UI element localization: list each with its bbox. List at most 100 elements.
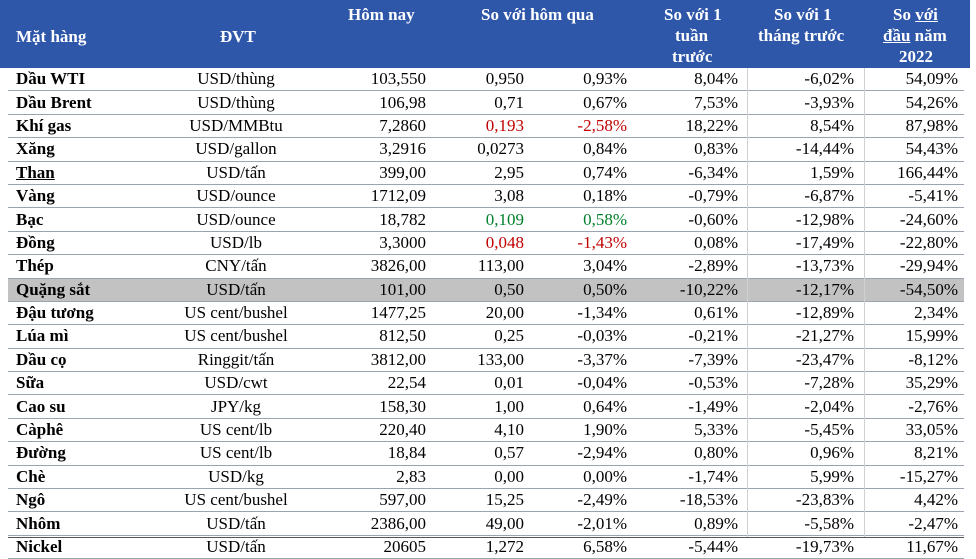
header-today: Hôm nay [348, 5, 415, 24]
unit-cell: US cent/bushel [184, 303, 288, 323]
ytd-change-cell: 15,99% [905, 326, 958, 346]
table-row: Lúa mì US cent/bushel 812,50 0,25 -0,03% -0,2… [8, 325, 964, 349]
change-percent-cell: 0,84% [583, 139, 627, 159]
unit-cell: USD/thùng [197, 92, 275, 112]
today-price-cell: 2386,00 [370, 513, 426, 533]
table-row: Quặng sắt USD/tấn 101,00 0,50 0,50% -10,22% -1… [8, 278, 964, 302]
ytd-change-cell: -54,50% [862, 278, 964, 302]
ytd-change-cell: 54,26% [905, 92, 958, 112]
change-percent-cell: 0,58% [583, 209, 627, 229]
month-change-cell: 1,59% [810, 162, 854, 182]
commodity-name: Chè [16, 466, 46, 486]
today-price-cell: 101,00 [317, 278, 434, 302]
month-change-cell: -23,47% [795, 349, 854, 369]
unit-cell: USD/thùng [197, 69, 275, 89]
week-change-cell: 0,89% [694, 513, 738, 533]
change-cell: 0,25 [494, 326, 524, 346]
change-percent-cell: 1,90% [583, 420, 627, 440]
table-row: Nhôm USD/tấn 2386,00 49,00 -2,01% 0,89% -5,58%… [8, 512, 964, 536]
header-ytd-nam: năm [914, 26, 947, 45]
change-percent-cell: -2,01% [577, 513, 627, 533]
change-percent-cell: -0,04% [577, 373, 627, 393]
change-cell: 49,00 [485, 513, 524, 533]
commodity-name: Dầu WTI [16, 69, 86, 89]
commodity-name: Đồng [16, 232, 55, 252]
commodity-name: Khí gas [16, 115, 72, 135]
unit-cell: USD/cwt [204, 373, 268, 393]
today-price-cell: 3826,00 [370, 256, 426, 276]
ytd-change-cell: -8,12% [908, 349, 958, 369]
header-vs-yesterday: So với hôm qua [481, 5, 594, 24]
table-row: Đồng USD/lb 3,3000 0,048 -1,43% 0,08% -17,49% -… [8, 231, 964, 255]
table-bottom-border [8, 537, 964, 538]
month-change-cell: -5,45% [804, 420, 854, 440]
unit-cell: US cent/lb [199, 443, 273, 463]
table-row: Đậu tương US cent/bushel 1477,25 20,00 -1,34… [8, 301, 964, 325]
week-change-cell: -10,22% [635, 278, 746, 302]
unit-cell: USD/ounce [196, 186, 276, 206]
week-change-cell: 0,08% [694, 232, 738, 252]
month-change-cell: 8,54% [810, 115, 854, 135]
month-change-cell: -12,89% [795, 303, 854, 323]
ytd-change-cell: -22,80% [899, 232, 958, 252]
change-cell: 133,00 [477, 349, 524, 369]
week-change-cell: -6,34% [688, 162, 738, 182]
commodity-name: Than [16, 162, 55, 182]
month-change-cell: -3,93% [804, 92, 854, 112]
commodity-name: Thép [16, 256, 54, 276]
unit-cell: USD/tấn [206, 513, 266, 533]
change-cell: 0,01 [494, 373, 524, 393]
column-divider [747, 68, 748, 538]
commodity-name: Lúa mì [16, 326, 69, 346]
today-price-cell: 3812,00 [370, 349, 426, 369]
change-cell: 0,193 [485, 115, 524, 135]
ytd-change-cell: 35,29% [905, 373, 958, 393]
month-change-cell: -12,98% [795, 209, 854, 229]
month-change-cell: -13,73% [795, 256, 854, 276]
month-change-cell: -21,27% [795, 326, 854, 346]
table-row: Dầu WTI USD/thùng 103,550 0,950 0,93% 8,04% -6… [8, 68, 964, 91]
table-row: Vàng USD/ounce 1712,09 3,08 0,18% -0,79% -6,87… [8, 184, 964, 208]
commodity-name: Bạc [16, 209, 44, 229]
week-change-cell: 0,83% [694, 139, 738, 159]
table-row: Càphê US cent/lb 220,40 4,10 1,90% 5,33% -5,45… [8, 418, 964, 442]
week-change-cell: 0,61% [694, 303, 738, 323]
week-change-cell: -2,89% [688, 256, 738, 276]
change-cell: 4,10 [494, 420, 524, 440]
ytd-change-cell: 54,09% [905, 69, 958, 89]
month-change-cell: -2,04% [804, 396, 854, 416]
today-price-cell: 220,40 [379, 420, 426, 440]
week-change-cell: 5,33% [694, 420, 738, 440]
change-percent-cell: -2,49% [577, 490, 627, 510]
month-change-cell: -6,87% [804, 186, 854, 206]
today-price-cell: 812,50 [379, 326, 426, 346]
unit-cell: US cent/bushel [184, 490, 288, 510]
change-cell: 0,50 [434, 278, 532, 302]
change-percent-cell: -0,03% [577, 326, 627, 346]
week-change-cell: -0,60% [688, 209, 738, 229]
change-percent-cell: 0,74% [583, 162, 627, 182]
change-cell: 2,95 [494, 162, 524, 182]
today-price-cell: 18,84 [387, 443, 426, 463]
commodity-name: Đường [16, 443, 66, 463]
header-ytd-line1: So với [893, 4, 938, 25]
unit-cell: USD/kg [208, 466, 264, 486]
table-row: Chè USD/kg 2,83 0,00 0,00% -1,74% 5,99% -15,27% [8, 465, 964, 489]
today-price-cell: 1712,09 [370, 186, 426, 206]
table-row: Bạc USD/ounce 18,782 0,109 0,58% -0,60% -12,98… [8, 208, 964, 232]
change-percent-cell: 0,93% [583, 69, 627, 89]
unit-cell: USD/MMBtu [189, 115, 283, 135]
month-change-cell: -6,02% [804, 69, 854, 89]
unit-cell: USD/tấn [206, 162, 266, 182]
change-cell: 20,00 [485, 303, 524, 323]
month-change-cell: 5,99% [810, 466, 854, 486]
change-cell: 0,71 [494, 92, 524, 112]
ytd-change-cell: -5,41% [908, 186, 958, 206]
today-price-cell: 3,3000 [379, 232, 426, 252]
commodity-name: Quặng sắt [8, 278, 155, 302]
table-row: Đường US cent/lb 18,84 0,57 -2,94% 0,80% 0,96%… [8, 442, 964, 466]
week-change-cell: -18,53% [679, 490, 738, 510]
header-item: Mặt hàng [16, 27, 87, 46]
change-percent-cell: -3,37% [577, 349, 627, 369]
table-row: Than USD/tấn 399,00 2,95 0,74% -6,34% 1,59% 166… [8, 161, 964, 185]
